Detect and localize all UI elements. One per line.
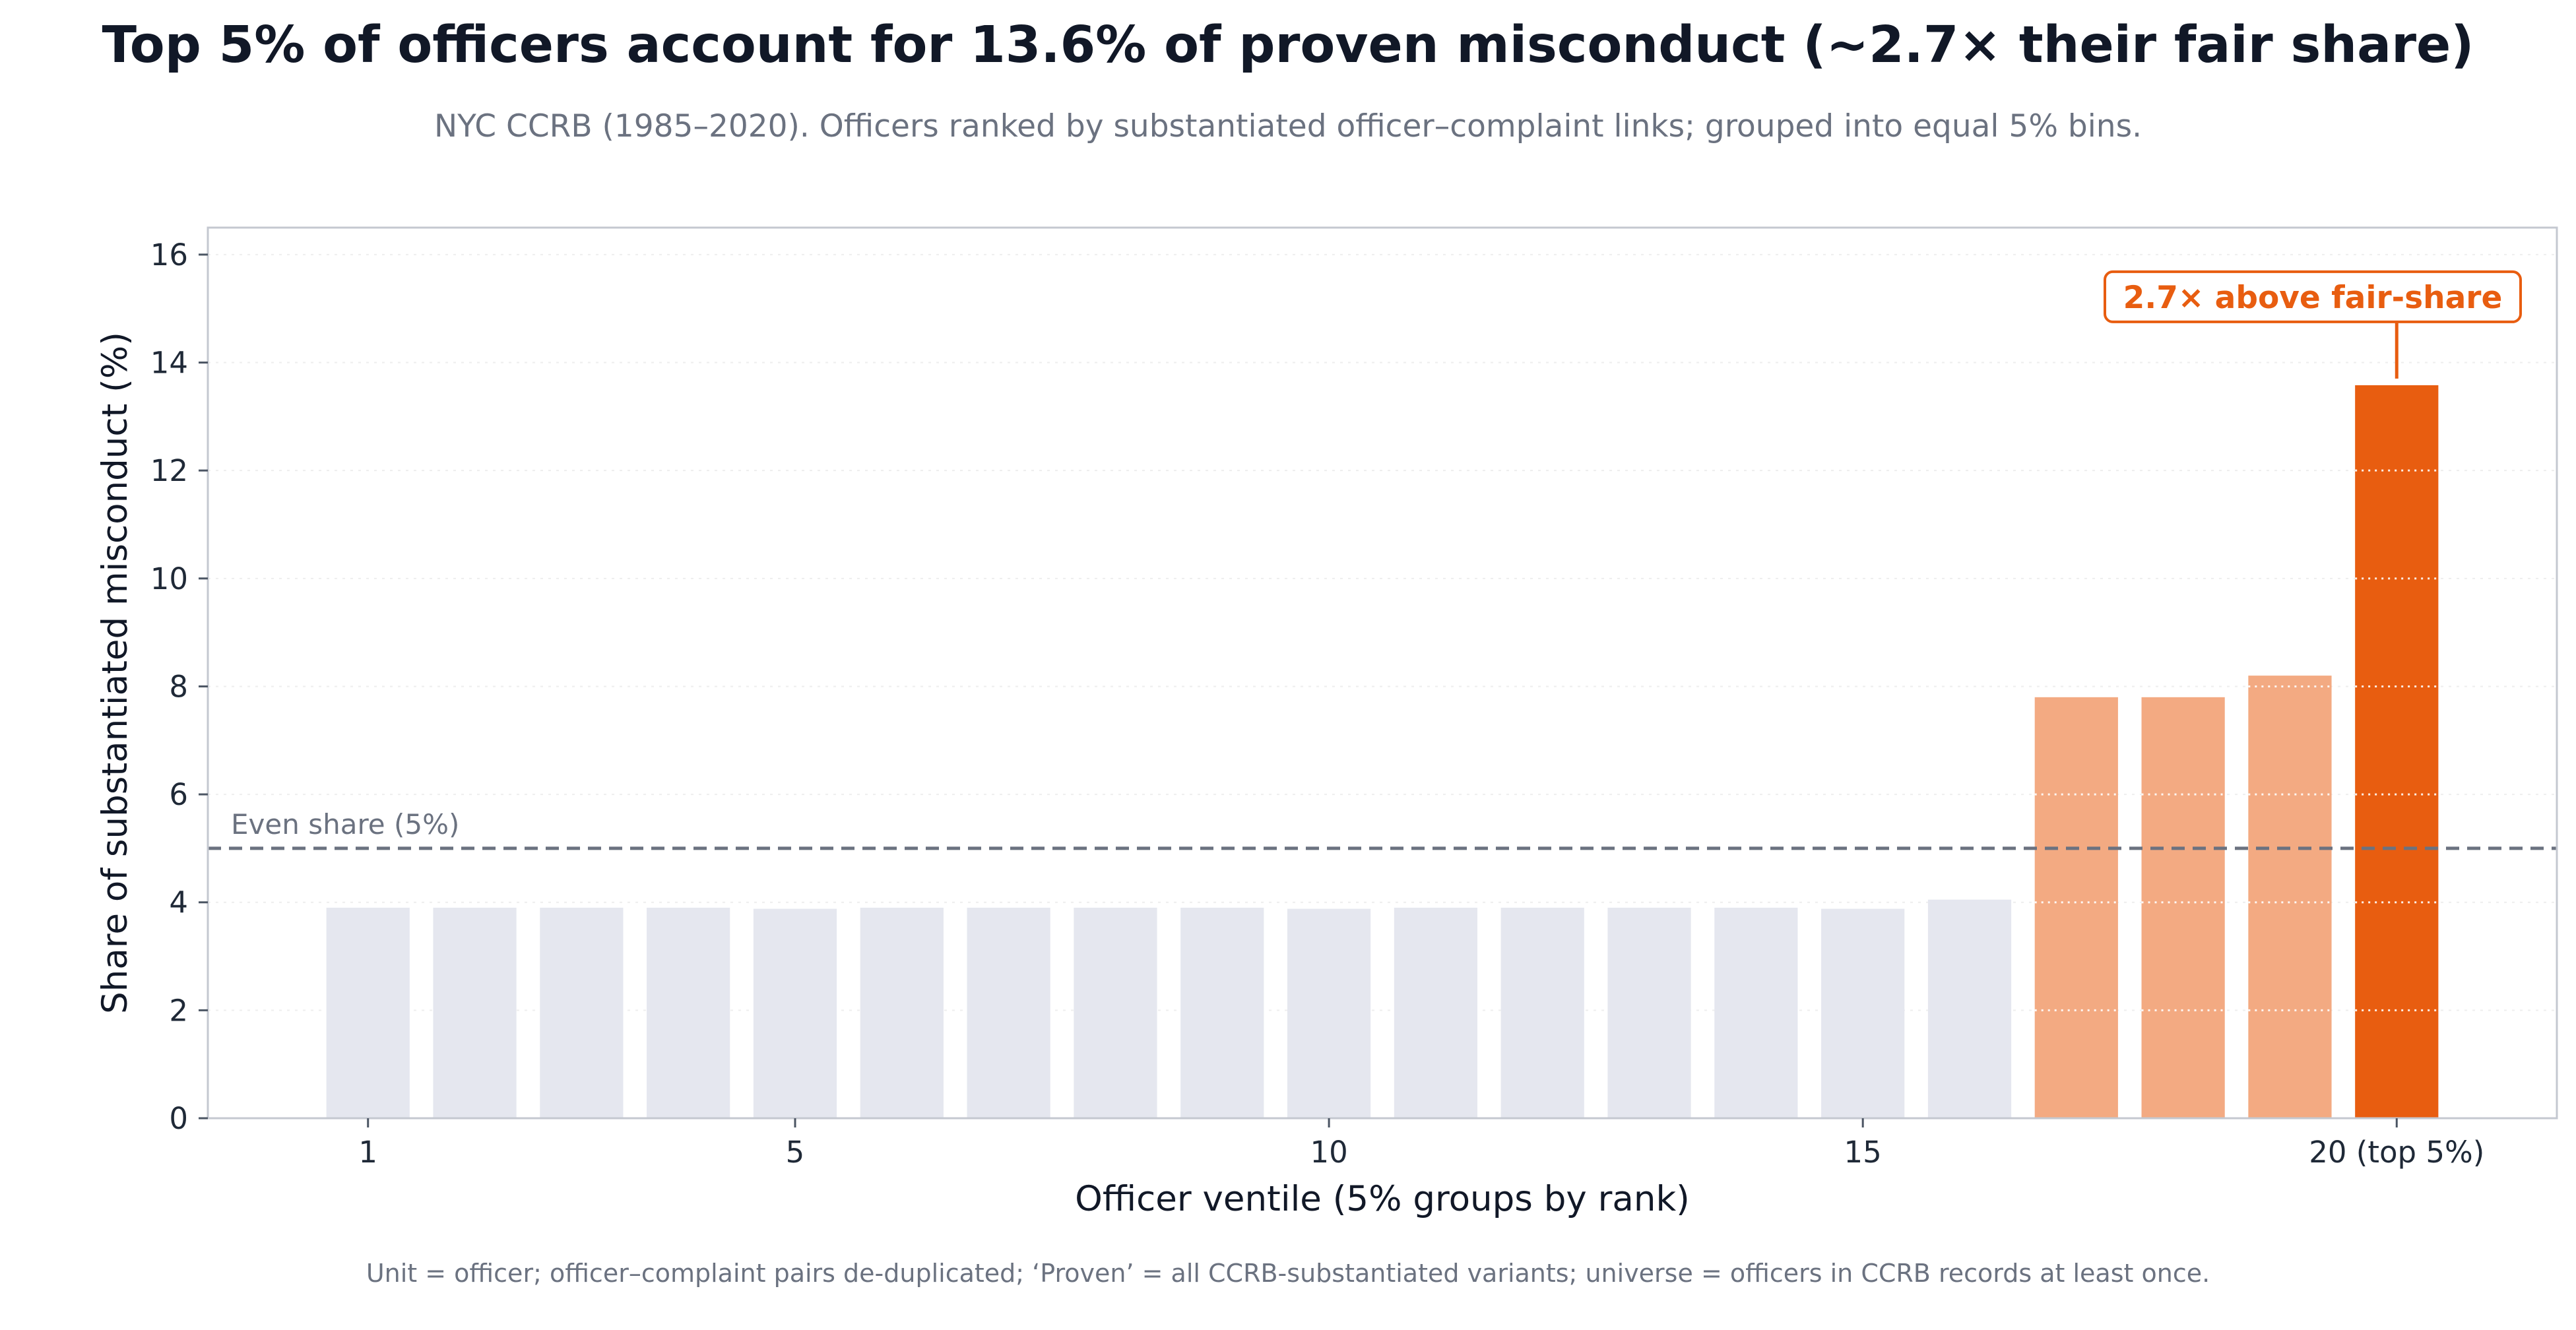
x-tick-label: 20 (top 5%) <box>2309 1135 2484 1170</box>
bar-ventile-6 <box>860 907 944 1118</box>
bar-ventile-15 <box>1821 908 1905 1118</box>
chart-subtitle: NYC CCRB (1985–2020). Officers ranked by… <box>434 108 2142 144</box>
y-tick-label: 8 <box>169 669 188 704</box>
x-tick-label: 15 <box>1844 1135 1882 1170</box>
bar-ventile-17 <box>2034 697 2118 1118</box>
bar-ventile-16 <box>1927 899 2012 1118</box>
annotation-box <box>2104 270 2522 323</box>
bar-ventile-9 <box>1180 907 1264 1118</box>
chart-footnote: Unit = officer; officer–complaint pairs … <box>366 1259 2210 1288</box>
y-tick-label: 6 <box>169 777 188 812</box>
bar-ventile-2 <box>433 907 517 1118</box>
chart-title: Top 5% of officers account for 13.6% of … <box>102 16 2474 75</box>
bar-ventile-5 <box>753 908 837 1118</box>
bar-ventile-11 <box>1394 907 1478 1118</box>
bars <box>326 385 2439 1118</box>
bar-ventile-7 <box>967 907 1050 1118</box>
y-tick-label: 0 <box>169 1101 188 1136</box>
bar-ventile-4 <box>647 907 730 1118</box>
even-share-label: Even share (5%) <box>231 808 459 840</box>
y-tick-label: 16 <box>150 238 188 272</box>
bar-ventile-18 <box>2141 697 2225 1118</box>
x-axis-label: Officer ventile (5% groups by rank) <box>1075 1179 1690 1219</box>
bar-ventile-3 <box>540 907 624 1118</box>
y-tick-label: 2 <box>169 993 188 1028</box>
x-tick-label: 5 <box>786 1135 805 1170</box>
plot-frame <box>207 226 2558 1120</box>
bar-ventile-8 <box>1074 907 1157 1118</box>
bar-ventile-14 <box>1714 907 1798 1118</box>
bar-ventile-12 <box>1500 907 1584 1118</box>
bar-ventile-20 <box>2355 385 2439 1118</box>
bar-ventile-1 <box>326 907 410 1118</box>
x-tick-label: 10 <box>1310 1135 1347 1170</box>
bar-overlay-grid <box>2034 469 2439 1011</box>
y-tick-label: 10 <box>150 561 188 596</box>
y-tick-label: 12 <box>150 453 188 488</box>
y-tick-label: 4 <box>169 885 188 920</box>
y-axis-label: Share of substantiated misconduct (%) <box>95 332 135 1014</box>
y-tick-label: 14 <box>150 346 188 381</box>
reference-line-group: Even share (5%) <box>208 808 2557 850</box>
bar-ventile-19 <box>2248 676 2332 1118</box>
bar-ventile-13 <box>1607 907 1691 1118</box>
annotation-group: 2.7× above fair-share <box>2104 270 2522 379</box>
x-tick-label: 1 <box>358 1135 377 1170</box>
annotation-text: 2.7× above fair-share <box>2123 280 2503 316</box>
bar-ventile-10 <box>1287 908 1371 1118</box>
